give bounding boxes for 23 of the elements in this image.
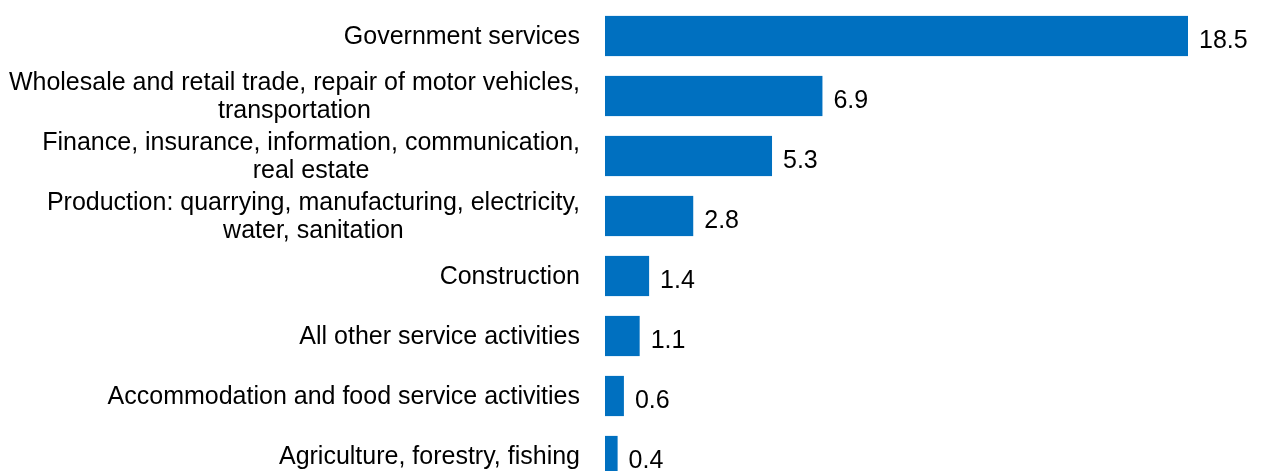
data-label: 0.4 — [628, 445, 664, 471]
bar — [605, 75, 823, 117]
y-tick-label: Production: quarrying, manufacturing, electricity, water, sanitation — [46, 187, 580, 243]
y-tick-label: Construction — [439, 261, 581, 289]
data-label: 1.1 — [650, 325, 686, 353]
bar — [605, 15, 1188, 57]
data-label: 18.5 — [1199, 25, 1248, 53]
bar — [605, 375, 624, 417]
bar — [605, 135, 773, 177]
data-label: 2.8 — [704, 205, 739, 233]
data-label: 5.3 — [783, 145, 818, 173]
y-tick-label: Wholesale and retail trade, repair of motor vehicles, transportation — [8, 67, 580, 123]
data-label: 0.6 — [634, 385, 670, 413]
y-tick-label: Agriculture, forestry, fishing — [278, 441, 580, 469]
data-label: 1.4 — [660, 265, 695, 293]
bar — [605, 195, 694, 237]
bar — [605, 315, 640, 357]
data-label: 6.9 — [833, 85, 869, 113]
y-tick-label: All other service activities — [299, 321, 580, 349]
y-tick-label: Accommodation and food service activities — [107, 381, 580, 409]
bar — [605, 255, 650, 297]
y-tick-label: Government services — [343, 21, 580, 49]
y-tick-label: Finance, insurance, information, communication, real estate — [42, 127, 580, 183]
